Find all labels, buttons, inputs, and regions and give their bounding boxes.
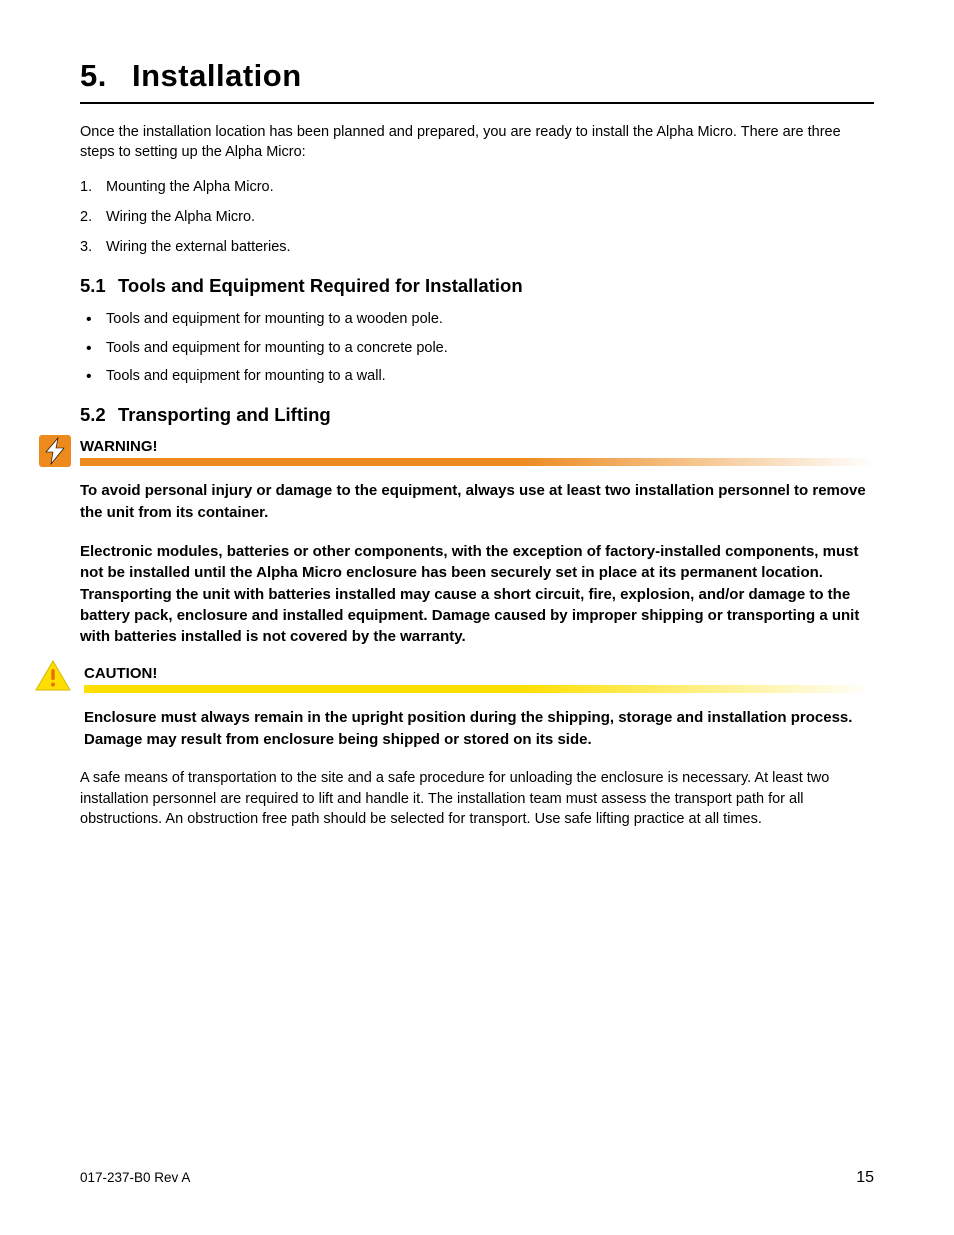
caution-callout: CAUTION! Enclosure must always remain in…	[80, 665, 874, 750]
lightning-icon	[38, 434, 72, 468]
section-title: Transporting and Lifting	[118, 404, 331, 425]
step-text: Wiring the Alpha Micro.	[106, 209, 255, 225]
section-title: Tools and Equipment Required for Install…	[118, 275, 523, 296]
section-number: 5.2	[80, 404, 118, 426]
tools-bullet-list: Tools and equipment for mounting to a wo…	[80, 309, 874, 386]
chapter-title: 5.Installation	[80, 58, 874, 104]
list-item: 3.Wiring the external batteries.	[80, 237, 874, 257]
caution-label: CAUTION!	[84, 665, 874, 682]
page-footer: 017-237-B0 Rev A 15	[80, 1169, 874, 1187]
warning-text-1: To avoid personal injury or damage to th…	[80, 480, 874, 523]
intro-paragraph: Once the installation location has been …	[80, 122, 874, 163]
document-number: 017-237-B0 Rev A	[80, 1170, 190, 1185]
warning-callout: WARNING! To avoid personal injury or dam…	[80, 438, 874, 647]
body-paragraph: A safe means of transportation to the si…	[80, 768, 874, 830]
chapter-number: 5.	[80, 58, 132, 94]
list-item: Tools and equipment for mounting to a wo…	[80, 309, 874, 329]
page-number: 15	[856, 1169, 874, 1187]
warning-text-2: Electronic modules, batteries or other c…	[80, 541, 874, 647]
chapter-name: Installation	[132, 58, 302, 93]
caution-triangle-icon	[34, 659, 72, 693]
setup-steps-list: 1.Mounting the Alpha Micro. 2.Wiring the…	[80, 177, 874, 258]
section-5-1-heading: 5.1Tools and Equipment Required for Inst…	[80, 275, 874, 297]
section-5-2-heading: 5.2Transporting and Lifting	[80, 404, 874, 426]
section-number: 5.1	[80, 275, 118, 297]
warning-bar	[80, 458, 874, 466]
warning-label: WARNING!	[80, 438, 874, 455]
caution-bar	[84, 685, 874, 693]
step-text: Mounting the Alpha Micro.	[106, 179, 274, 195]
step-text: Wiring the external batteries.	[106, 239, 291, 255]
list-item: Tools and equipment for mounting to a wa…	[80, 366, 874, 386]
caution-text: Enclosure must always remain in the upri…	[84, 707, 874, 750]
list-item: Tools and equipment for mounting to a co…	[80, 338, 874, 358]
list-item: 2.Wiring the Alpha Micro.	[80, 207, 874, 227]
list-item: 1.Mounting the Alpha Micro.	[80, 177, 874, 197]
